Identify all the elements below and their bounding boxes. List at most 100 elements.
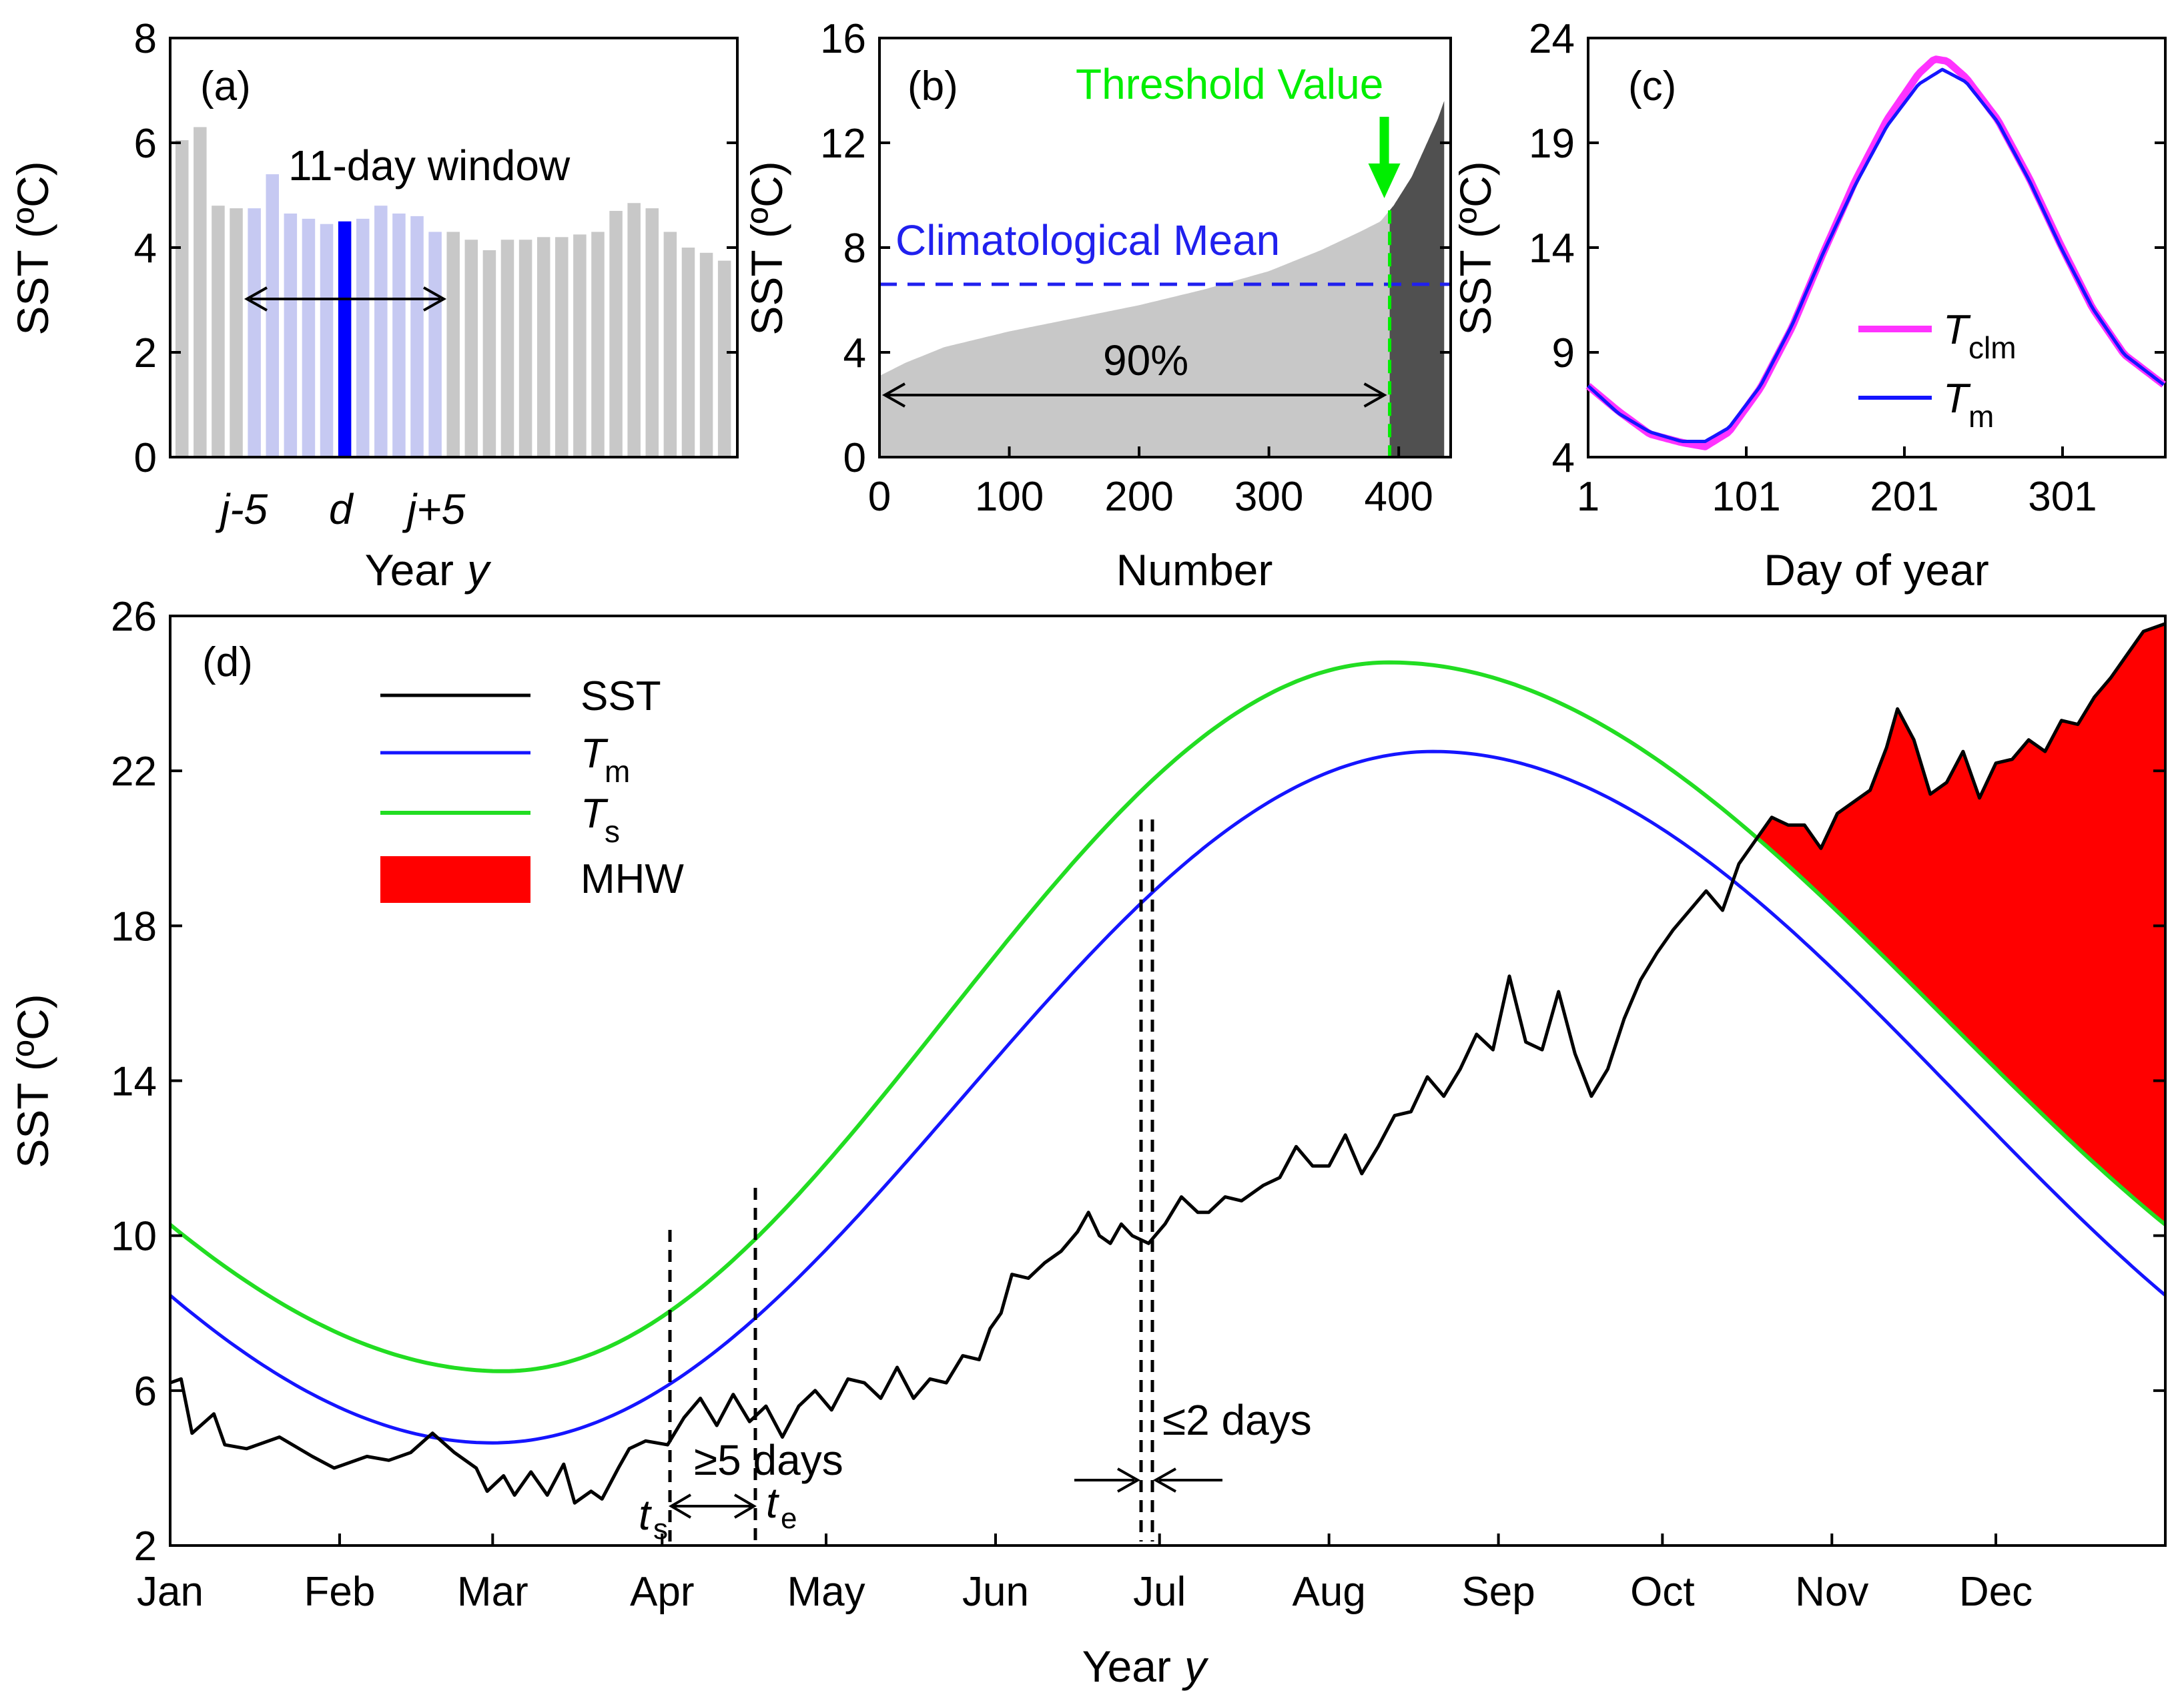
a-ytick-label-1: 2	[134, 330, 157, 376]
duration-label: ≥5 days	[694, 1436, 843, 1484]
bar-29	[699, 252, 713, 457]
bar-22	[573, 234, 587, 457]
bar-16	[464, 240, 478, 457]
bar-3	[230, 208, 243, 457]
panel-c-xlabel: Day of year	[1764, 545, 1988, 595]
panel-a-xlabel-var: y	[464, 545, 492, 595]
bar-15	[446, 232, 460, 457]
x-label-j-minus-5: j-5	[215, 485, 268, 533]
bar-25	[627, 203, 641, 457]
legend-tm-line-sub: m	[605, 754, 630, 789]
panel-b-ylabel: SST (ºC)	[742, 161, 791, 335]
b-xtick-label-1: 100	[975, 474, 1044, 520]
bar-20	[536, 237, 551, 457]
c-xtick-label-3: 301	[2028, 474, 2097, 520]
bar-10	[356, 218, 370, 457]
b-xtick-label-2: 200	[1104, 474, 1173, 520]
b-xtick-label-4: 400	[1364, 474, 1433, 520]
c-ytick-label-3: 19	[1529, 121, 1575, 167]
gap-label: ≤2 days	[1162, 1396, 1312, 1444]
bar-28	[681, 248, 695, 457]
d-ytick-label-0: 2	[134, 1523, 157, 1570]
bar-17	[482, 250, 496, 457]
legend-mhw-label: MHW	[581, 856, 684, 902]
bar-14	[428, 232, 442, 457]
panel-a-bar-chart: 0 2 4 6 8 (a) 11-day window j-5 d j+5 Year y…	[8, 16, 739, 595]
bar-1	[194, 127, 207, 457]
b-xtick-label-3: 300	[1234, 474, 1303, 520]
b-ytick-label-0: 0	[843, 435, 866, 481]
d-month-label-may: May	[787, 1569, 865, 1615]
d-ytick-label-6: 26	[111, 594, 157, 640]
bar-2	[212, 206, 225, 457]
legend-tclm-label: T	[1943, 307, 1971, 353]
bar-23	[591, 232, 605, 457]
distribution-fill-above	[1389, 101, 1445, 457]
legend-ts-label: T	[581, 791, 609, 837]
a-ytick-label-3: 6	[134, 121, 157, 167]
panel-c-tag: (c)	[1628, 63, 1676, 109]
d-month-label-feb: Feb	[304, 1569, 376, 1615]
bar-5	[266, 174, 279, 457]
d-ytick-label-5: 22	[111, 749, 157, 795]
panel-b-distribution-chart: 0 4 8 12 16 0 100 200 300 400 (b) Threshold Value…	[742, 16, 1452, 595]
threshold-label: Threshold Value	[1076, 60, 1383, 108]
bar-21	[555, 237, 569, 457]
bar-24	[609, 211, 623, 457]
climatological-mean-label: Climatological Mean	[895, 216, 1280, 264]
c-ytick-label-1: 9	[1552, 330, 1575, 376]
legend-mhw-swatch	[380, 856, 530, 903]
a-ytick-label-2: 4	[134, 226, 157, 272]
legend-tm-line-label: T	[581, 731, 609, 777]
d-month-label-jan: Jan	[137, 1569, 204, 1615]
panel-b-xlabel: Number	[1116, 545, 1273, 595]
bar-27	[663, 232, 677, 457]
ts-label: t	[639, 1491, 652, 1539]
percent-arrow-left-head	[881, 382, 905, 408]
c-series-m	[1587, 67, 2165, 443]
d-month-label-mar: Mar	[457, 1569, 528, 1615]
c-xtick-label-1: 101	[1712, 474, 1780, 520]
panel-d-xlabel-var: y	[1182, 1642, 1209, 1691]
c-series-clm	[1585, 55, 2166, 450]
bar-6	[284, 213, 298, 457]
a-ytick-label-0: 0	[134, 435, 157, 481]
legend-ts-sub: s	[605, 814, 620, 849]
bar-12	[392, 213, 406, 457]
d-ytick-label-3: 14	[111, 1059, 157, 1105]
panel-d-xlabel: Year	[1082, 1642, 1171, 1691]
panel-c-climatology-chart: 4 9 14 19 24 1 101 201 301 (c) T clm T m Day of …	[1451, 16, 2167, 595]
panel-b-tag: (b)	[907, 63, 958, 109]
window-annotation: 11-day window	[288, 141, 571, 190]
legend-tm-label: T	[1943, 376, 1971, 422]
tm-line	[169, 749, 2167, 1445]
b-ytick-label-1: 4	[843, 330, 866, 376]
bar-30	[717, 260, 731, 457]
percent-label: 90%	[1103, 336, 1188, 384]
ts-sub: s	[653, 1513, 668, 1546]
d-month-label-aug: Aug	[1292, 1569, 1365, 1615]
b-ytick-label-4: 16	[820, 16, 866, 62]
c-ytick-label-0: 4	[1552, 435, 1575, 481]
panel-a-ylabel: SST (ºC)	[8, 161, 57, 335]
bar-0	[175, 140, 189, 457]
legend-tm-sub: m	[1968, 399, 1994, 434]
te-label: t	[766, 1479, 779, 1527]
window-arrow	[244, 286, 447, 312]
ts-line	[169, 660, 2167, 1373]
d-ytick-label-2: 10	[111, 1214, 157, 1260]
panel-d-legend: SST T m T s MHW	[380, 673, 684, 903]
bar-7	[302, 218, 316, 457]
te-sub: e	[781, 1502, 797, 1535]
d-month-label-nov: Nov	[1795, 1569, 1868, 1615]
panel-a-tag: (a)	[200, 63, 251, 109]
d-month-label-sep: Sep	[1461, 1569, 1535, 1615]
x-label-d: d	[329, 485, 354, 533]
c-ytick-label-2: 14	[1529, 226, 1575, 272]
sst-line	[169, 622, 2166, 1505]
c-ytick-label-4: 24	[1529, 16, 1575, 62]
legend-sst-label: SST	[581, 673, 661, 719]
bar-4	[248, 208, 261, 457]
bar-8	[320, 224, 334, 457]
